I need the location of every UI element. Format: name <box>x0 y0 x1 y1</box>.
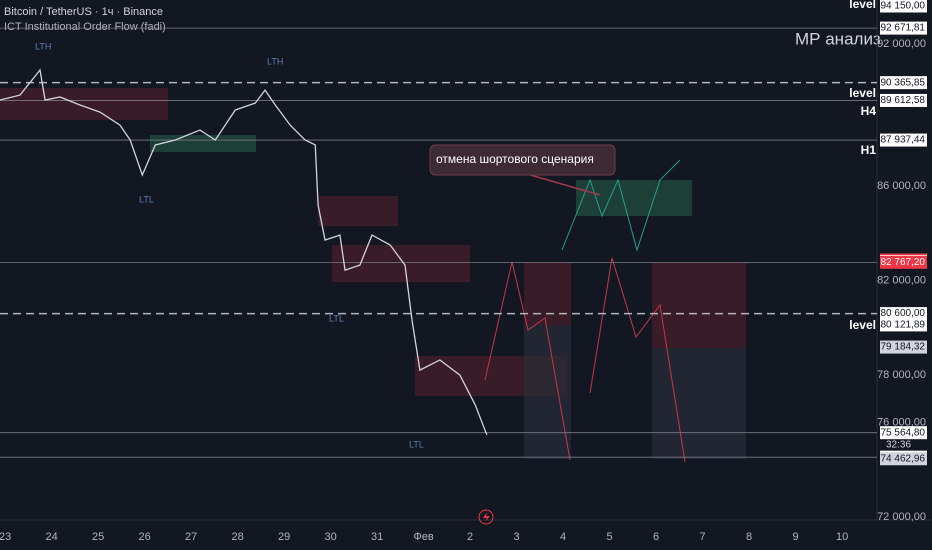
price-label-bg <box>880 76 927 90</box>
x-tick-label: 23 <box>0 531 11 543</box>
y-tick-label: 72 000,00 <box>877 511 926 523</box>
zone <box>524 262 571 325</box>
x-tick-label: 27 <box>185 531 197 543</box>
zone <box>652 348 746 459</box>
x-tick-label: 29 <box>278 531 290 543</box>
price-label-bg <box>880 21 927 35</box>
x-tick-label: 6 <box>653 531 659 543</box>
y-tick-label: 92 000,00 <box>877 38 926 50</box>
x-tick-label: 10 <box>836 531 848 543</box>
x-tick-label: 8 <box>746 531 752 543</box>
x-tick-label: 9 <box>793 531 799 543</box>
price-label: 90 365,85 <box>881 77 926 88</box>
price-label: 87 937,44 <box>881 135 926 146</box>
price-label: 74 462,96 <box>881 453 926 464</box>
price-label: 94 150,00 <box>881 1 926 12</box>
price-label-bg <box>880 93 927 107</box>
price-label-bg <box>880 452 927 466</box>
price-label-bg <box>880 255 927 269</box>
price-label: 89 612,58 <box>881 95 926 106</box>
price-label: 80 600,00 <box>881 308 926 319</box>
x-tick-label: 26 <box>138 531 150 543</box>
price-label: 80 121,89 <box>881 320 926 331</box>
projection <box>484 261 571 461</box>
x-tick-label: 31 <box>371 531 383 543</box>
zone <box>0 88 168 120</box>
zone <box>332 245 470 282</box>
level-tag: level <box>849 318 876 332</box>
annotation-box <box>429 144 616 176</box>
price-label: 75 564,80 <box>881 427 926 438</box>
level-tag: level <box>849 0 876 11</box>
pointer <box>519 171 601 196</box>
projection <box>561 159 681 252</box>
x-tick-label: Фев <box>413 531 433 543</box>
x-tick-label: 3 <box>514 531 520 543</box>
price-label-bg <box>880 0 927 13</box>
x-tick-label: 28 <box>231 531 243 543</box>
x-tick-label: 24 <box>45 531 57 543</box>
y-tick-label: 76 000,00 <box>877 416 926 428</box>
price-label-bg <box>880 340 927 354</box>
x-tick-label: 4 <box>560 531 566 543</box>
price-label: 82 767,20 <box>881 257 926 268</box>
countdown: 32:36 <box>886 439 911 450</box>
x-tick-label: 25 <box>92 531 104 543</box>
zone <box>576 180 692 216</box>
price-label-bg <box>880 307 927 321</box>
zone <box>150 135 256 152</box>
swing-label: LTH <box>35 41 51 51</box>
price-label: 79 184,32 <box>881 342 926 353</box>
x-tick-label: 5 <box>607 531 613 543</box>
zone <box>318 196 398 226</box>
level-tag: level <box>849 86 876 100</box>
level-tag: H4 <box>861 104 877 118</box>
price-label-bg <box>880 318 927 332</box>
x-tick-label: 7 <box>700 531 706 543</box>
y-tick-label: 82 000,00 <box>877 274 926 286</box>
zone <box>524 325 571 459</box>
price-label: 92 671,81 <box>881 23 926 34</box>
swing-label: LTL <box>409 439 424 449</box>
watermark: МР анализ <box>795 29 881 48</box>
indicator: ICT Institutional Order Flow (fadi) <box>4 21 166 33</box>
alert-icon[interactable] <box>478 509 494 525</box>
swing-label: LTL <box>329 313 344 323</box>
alert-icon-bolt <box>483 512 490 522</box>
price-label-bg <box>880 133 927 147</box>
price-label-bg <box>880 426 927 440</box>
price-line <box>0 68 488 436</box>
x-tick-label: 2 <box>467 531 473 543</box>
annotation: отмена шортового сценария <box>436 152 594 166</box>
y-tick-label: 86 000,00 <box>877 180 926 192</box>
title: Bitcoin / TetherUS · 1ч · Binance <box>4 6 163 18</box>
y-tick-label: 78 000,00 <box>877 369 926 381</box>
zones <box>0 88 746 463</box>
x-tick-label: 30 <box>324 531 336 543</box>
zone <box>652 262 746 348</box>
level-tag: H1 <box>861 143 877 157</box>
swing-label: LTH <box>267 56 283 66</box>
projection <box>589 257 686 463</box>
swing-label: LTL <box>139 194 154 204</box>
